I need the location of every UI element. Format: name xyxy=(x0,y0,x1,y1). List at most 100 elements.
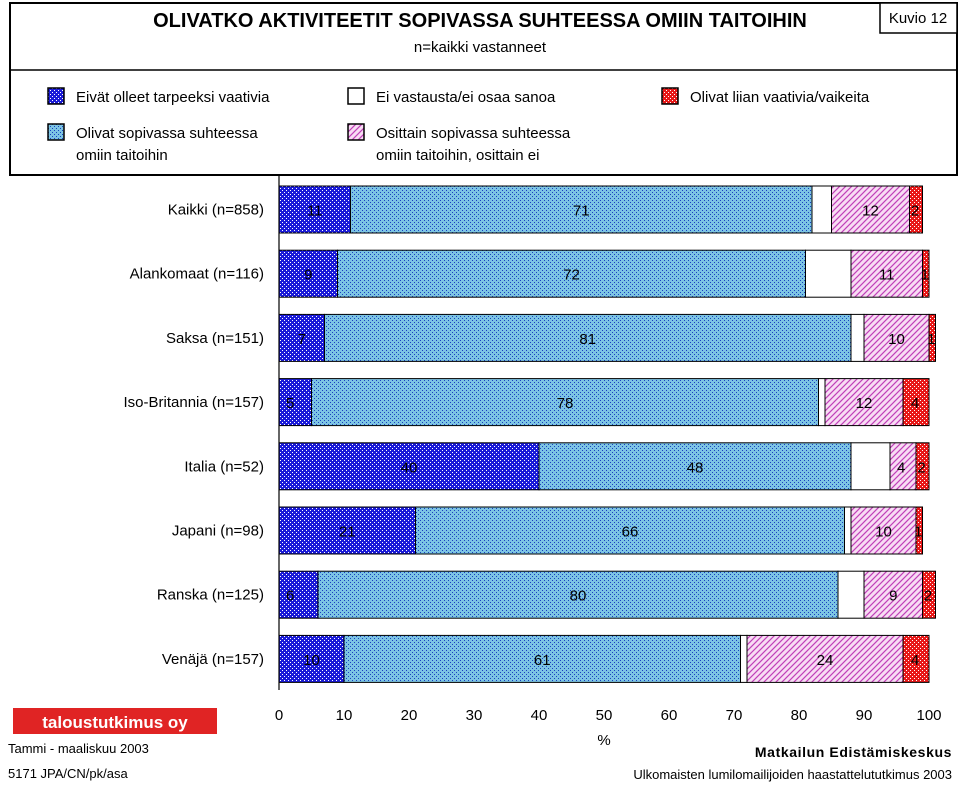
bar-s4-ven-j-n-157 xyxy=(746,634,904,683)
bar-s3-kaikki-n-858 xyxy=(811,185,832,234)
bar-s4-japani-n-98 xyxy=(850,506,917,555)
category-label-italia-n-52: Italia (n=52) xyxy=(184,458,264,475)
x-axis-ticks: 0 10 20 30 40 50 60 70 80 90 100 xyxy=(275,707,942,724)
bar-s1-italia-n-52 xyxy=(278,442,540,491)
company-logo-text: taloustutkimus oy xyxy=(42,713,188,732)
bar-s3-saksa-n-151 xyxy=(850,313,865,362)
x-tick-label: 60 xyxy=(661,707,678,724)
data-label-s2-ven-j-n-157: 61 xyxy=(534,652,551,669)
legend-label-s5: Olivat liian vaativia/vaikeita xyxy=(690,89,870,106)
data-label-s5-ranska-n-125: 2 xyxy=(924,588,932,605)
footer-organization: Matkailun Edistämiskeskus xyxy=(755,744,952,760)
x-tick-label: 20 xyxy=(401,707,418,724)
data-label-s1-ranska-n-125: 6 xyxy=(286,588,294,605)
data-label-s2-japani-n-98: 66 xyxy=(622,524,639,541)
bar-s4-iso-britannia-n-157 xyxy=(824,378,904,427)
data-label-s5-saksa-n-151: 1 xyxy=(927,331,935,348)
x-tick-label: 10 xyxy=(336,707,353,724)
data-label-s5-kaikki-n-858: 2 xyxy=(911,203,919,220)
data-label-s1-iso-britannia-n-157: 5 xyxy=(286,395,294,412)
legend-swatch-s3 xyxy=(347,87,365,105)
bar-s3-ven-j-n-157 xyxy=(740,634,748,683)
bar-s1-kaikki-n-858 xyxy=(278,185,351,234)
bar-s5-ranska-n-125 xyxy=(922,570,936,619)
data-label-s4-iso-britannia-n-157: 12 xyxy=(856,395,873,412)
category-label-alankomaat-n-116: Alankomaat (n=116) xyxy=(130,266,264,283)
company-logo xyxy=(13,708,217,734)
bar-s3-ranska-n-125 xyxy=(837,570,865,619)
bar-s5-saksa-n-151 xyxy=(928,313,936,362)
data-label-s1-kaikki-n-858: 11 xyxy=(307,203,323,220)
data-label-s4-saksa-n-151: 10 xyxy=(888,331,905,348)
footer-code: 5171 JPA/CN/pk/asa xyxy=(8,766,128,781)
bar-s4-italia-n-52 xyxy=(889,442,917,491)
legend-label-s4: Osittain sopivassa suhteessa xyxy=(376,125,571,142)
category-label-iso-britannia-n-157: Iso-Britannia (n=157) xyxy=(124,394,265,411)
data-label-s2-kaikki-n-858: 71 xyxy=(573,203,590,220)
legend-label-s2: omiin taitoihin xyxy=(76,147,168,164)
bar-s1-iso-britannia-n-157 xyxy=(278,378,312,427)
bar-s5-japani-n-98 xyxy=(915,506,923,555)
bar-s5-iso-britannia-n-157 xyxy=(902,378,930,427)
header-frame xyxy=(9,2,958,176)
x-tick-label: 40 xyxy=(531,707,548,724)
data-label-s4-ranska-n-125: 9 xyxy=(889,588,897,605)
legend-label-s2: Olivat sopivassa suhteessa xyxy=(76,125,258,142)
legend-label-s4: omiin taitoihin, osittain ei xyxy=(376,147,539,164)
data-label-s2-alankomaat-n-116: 72 xyxy=(563,267,580,284)
data-label-s4-italia-n-52: 4 xyxy=(897,459,905,476)
figure-label: Kuvio 12 xyxy=(889,10,947,27)
data-label-s5-japani-n-98: 1 xyxy=(914,524,922,541)
data-label-s4-alankomaat-n-116: 11 xyxy=(879,267,895,284)
legend-swatch-s1 xyxy=(47,87,65,105)
category-label-ranska-n-125: Ranska (n=125) xyxy=(157,587,264,604)
data-label-s5-iso-britannia-n-157: 4 xyxy=(911,395,919,412)
category-label-kaikki-n-858: Kaikki (n=858) xyxy=(168,202,264,219)
data-label-s1-alankomaat-n-116: 9 xyxy=(304,267,312,284)
bar-s2-saksa-n-151 xyxy=(324,313,852,362)
category-label-japani-n-98: Japani (n=98) xyxy=(172,523,264,540)
bar-s3-japani-n-98 xyxy=(844,506,852,555)
data-label-s5-ven-j-n-157: 4 xyxy=(911,652,919,669)
category-label-saksa-n-151: Saksa (n=151) xyxy=(166,330,264,347)
category-label-ven-j-n-157: Venäjä (n=157) xyxy=(162,651,264,668)
legend-label-s3: Ei vastausta/ei osaa sanoa xyxy=(376,89,556,106)
bar-s1-alankomaat-n-116 xyxy=(278,249,338,298)
bar-s4-kaikki-n-858 xyxy=(831,185,910,234)
data-label-s2-italia-n-52: 48 xyxy=(687,459,704,476)
page-subtitle: n=kaikki vastanneet xyxy=(414,39,547,56)
bar-s5-ven-j-n-157 xyxy=(902,634,930,683)
bar-s2-ven-j-n-157 xyxy=(343,634,741,683)
bar-s2-iso-britannia-n-157 xyxy=(311,378,819,427)
legend-label-s1: Eivät olleet tarpeeksi vaativia xyxy=(76,89,270,106)
data-label-s1-italia-n-52: 40 xyxy=(401,459,418,476)
bar-s3-alankomaat-n-116 xyxy=(805,249,852,298)
bar-s1-japani-n-98 xyxy=(278,506,416,555)
bar-s3-iso-britannia-n-157 xyxy=(818,378,826,427)
data-label-s4-japani-n-98: 10 xyxy=(875,524,892,541)
data-label-s5-italia-n-52: 2 xyxy=(917,459,925,476)
bar-s4-alankomaat-n-116 xyxy=(850,249,923,298)
legend-swatch-s4 xyxy=(347,123,365,141)
data-label-s5-alankomaat-n-116: 1 xyxy=(921,267,929,284)
legend-swatch-s5 xyxy=(661,87,679,105)
x-tick-label: 50 xyxy=(596,707,613,724)
bar-s3-italia-n-52 xyxy=(850,442,891,491)
legend-swatch-s2 xyxy=(47,123,65,141)
chart-legend: Eivät olleet tarpeeksi vaativia Ei vastau… xyxy=(47,87,870,164)
page-title: OLIVATKO AKTIVITEETIT SOPIVASSA SUHTEESS… xyxy=(153,10,807,32)
x-tick-label: 80 xyxy=(791,707,808,724)
data-label-s4-kaikki-n-858: 12 xyxy=(862,203,879,220)
x-tick-label: 30 xyxy=(466,707,483,724)
x-tick-label: 0 xyxy=(275,707,283,724)
bar-s1-ranska-n-125 xyxy=(278,570,319,619)
bar-s5-italia-n-52 xyxy=(915,442,930,491)
data-label-s4-ven-j-n-157: 24 xyxy=(817,652,834,669)
figure-label-box xyxy=(879,2,958,34)
x-tick-label: 100 xyxy=(916,707,941,724)
data-label-s1-saksa-n-151: 7 xyxy=(298,331,306,348)
bar-s2-kaikki-n-858 xyxy=(350,185,813,234)
bar-s2-italia-n-52 xyxy=(538,442,852,491)
